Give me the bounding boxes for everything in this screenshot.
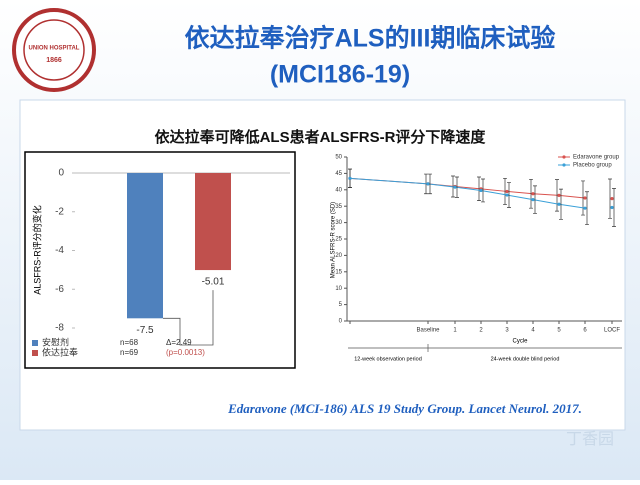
error-bar [581, 180, 585, 216]
error-bar [585, 191, 589, 225]
error-bar [612, 188, 616, 227]
x-tick-label: 2 [479, 328, 483, 334]
annotation: (p=0.0013) [166, 348, 205, 357]
citation: Edaravone (MCI-186) ALS 19 Study Group. … [227, 401, 582, 416]
logo-ring [23, 19, 85, 81]
logo-year: 1866 [46, 57, 62, 64]
y-axis-label: Mean ALSFRS-R score (SD) [331, 202, 337, 278]
error-bar [608, 178, 612, 219]
y-tick-label: 5 [339, 302, 343, 308]
point [426, 182, 430, 186]
panel-title: 依达拉奉可降低ALS患者ALSFRS-R评分下降速度 [155, 128, 487, 146]
point [479, 188, 483, 193]
error-bar [481, 178, 485, 203]
point [505, 193, 509, 197]
period-label: 12-week observation period [354, 356, 422, 362]
watermark: 丁香园 [566, 430, 614, 448]
annotation: Δ=2.49 [166, 338, 192, 347]
point [610, 197, 614, 201]
point [348, 176, 352, 180]
x-tick-label: 4 [531, 328, 535, 334]
legend-label: 依达拉奉 [42, 346, 78, 357]
x-tick-label: LOCF [604, 328, 620, 334]
legend-label: Edaravone group [573, 155, 620, 161]
y-tick-label: 15 [335, 269, 342, 275]
sample-size: n=69 [120, 348, 139, 357]
y-tick-label: 0 [58, 168, 64, 179]
error-bar [559, 188, 563, 220]
y-tick-label: 40 [335, 187, 342, 193]
error-bar [477, 176, 481, 201]
point [583, 196, 587, 200]
y-tick-label: -2 [55, 206, 64, 217]
point [531, 198, 535, 202]
legend-marker [562, 155, 566, 159]
x-tick-label: 1 [453, 328, 457, 334]
legend-swatch [32, 350, 38, 356]
y-tick-label: -6 [55, 284, 64, 295]
logo-text: UNION HOSPITAL [29, 46, 80, 52]
legend-label: 安慰剂 [42, 336, 69, 347]
y-axis-label: ALSFRS-R评分的变化 [31, 205, 42, 295]
legend-marker [562, 163, 566, 167]
x-tick-label: Baseline [416, 328, 440, 334]
y-tick-label: 25 [335, 237, 342, 243]
sample-size: n=68 [120, 338, 139, 347]
period-bracket [348, 344, 622, 352]
period-label: 24-week double blind period [491, 356, 560, 362]
y-tick-label: -8 [55, 323, 64, 334]
y-tick-label: 0 [339, 319, 343, 325]
error-bar [503, 177, 507, 205]
y-tick-label: 30 [335, 220, 342, 226]
value-label: -7.5 [136, 325, 154, 336]
slide-title: 依达拉奉治疗ALS的III期临床试验 [185, 24, 556, 53]
logo [12, 8, 96, 92]
point [610, 205, 614, 210]
error-bar [555, 179, 559, 212]
y-tick-label: 20 [335, 253, 342, 259]
error-bar [428, 173, 432, 195]
error-bar [533, 185, 537, 214]
legend-label: Placebo group [573, 163, 612, 169]
legend-swatch [32, 340, 38, 346]
x-tick-label: 6 [583, 328, 587, 334]
y-tick-label: 35 [335, 204, 342, 210]
error-bar [507, 182, 511, 208]
bar [127, 173, 163, 319]
value-label: -5.01 [202, 277, 225, 288]
series-line [349, 177, 586, 209]
y-tick-label: 45 [335, 171, 342, 177]
y-tick-label: 10 [335, 286, 342, 292]
error-bar [529, 178, 533, 209]
x-tick-label: 3 [505, 328, 509, 334]
x-tick-label: 5 [557, 328, 561, 334]
bracket [163, 290, 214, 346]
point [557, 202, 561, 206]
y-tick-label: -4 [55, 245, 64, 256]
slide-subtitle: (MCI186-19) [270, 61, 410, 89]
point [557, 193, 561, 197]
y-tick-label: 50 [335, 155, 342, 161]
bar [195, 173, 231, 271]
point [453, 185, 457, 189]
point [583, 206, 587, 210]
point [531, 192, 535, 196]
point [505, 189, 509, 194]
x-axis-label: Cycle [512, 339, 528, 345]
error-bar [455, 176, 459, 198]
